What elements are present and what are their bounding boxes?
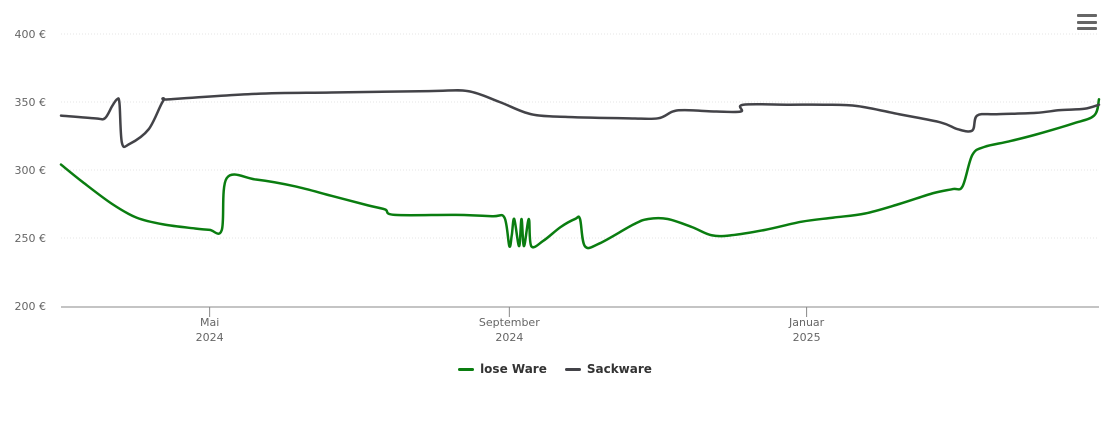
y-tick-label: 400 € xyxy=(15,28,47,41)
grid-lines xyxy=(61,33,1099,239)
y-tick-label: 300 € xyxy=(15,164,47,177)
chart-legend: lose Ware Sackware xyxy=(0,362,1110,376)
x-tick-label-year: 2025 xyxy=(793,331,821,344)
legend-item-sackware[interactable]: Sackware xyxy=(564,362,652,376)
x-tick-label: September xyxy=(479,316,540,329)
legend-swatch-lose-ware xyxy=(458,367,475,371)
x-tick-label-year: 2024 xyxy=(196,331,224,344)
series-line-lose-ware xyxy=(59,98,1101,250)
y-tick-label: 200 € xyxy=(15,300,47,313)
legend-label-sackware: Sackware xyxy=(586,362,652,376)
y-axis: 200 € 250 € 300 € 350 € 400 € xyxy=(15,28,47,313)
legend-swatch-sackware xyxy=(564,367,581,371)
legend-item-lose-ware[interactable]: lose Ware xyxy=(458,362,547,376)
x-tick-label-year: 2024 xyxy=(495,331,523,344)
x-axis: Mai 2024 September 2024 Januar 2025 xyxy=(61,306,1099,344)
hamburger-menu-icon xyxy=(1077,14,1097,17)
hamburger-menu-icon-bar xyxy=(1077,20,1097,24)
x-tick-label: Januar xyxy=(788,316,825,329)
x-tick-label: Mai xyxy=(200,316,219,329)
hamburger-menu-icon-bar xyxy=(1077,27,1097,30)
y-tick-label: 350 € xyxy=(15,96,47,109)
series-lines xyxy=(59,89,1101,250)
legend-label-lose-ware: lose Ware xyxy=(480,362,547,376)
chart-menu-button[interactable] xyxy=(1076,12,1098,32)
series-line-sackware xyxy=(59,89,1101,149)
y-tick-label: 250 € xyxy=(15,232,47,245)
